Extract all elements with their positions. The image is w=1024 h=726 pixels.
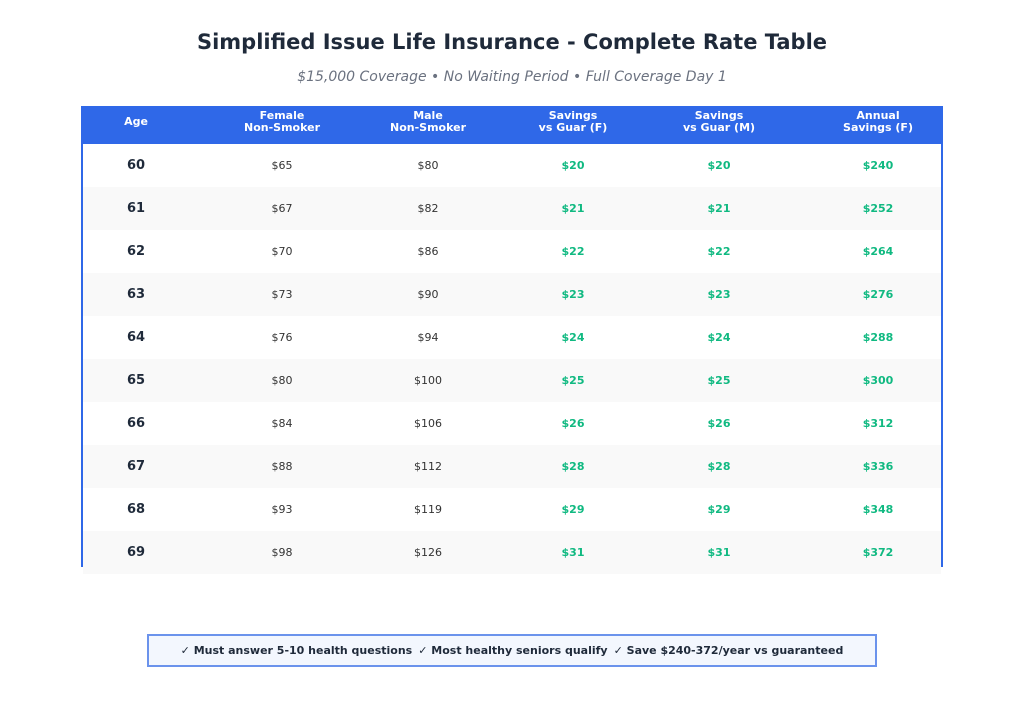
cell-age: 68 [126, 502, 146, 517]
cell-savings-m: $28 [707, 460, 731, 473]
cell-annual-savings-f: $276 [862, 288, 894, 301]
header-line: Non-Smoker [243, 121, 320, 134]
cell-female-non-smoker: $98 [271, 546, 293, 559]
cell-savings-m: $20 [707, 159, 731, 172]
cell-female-non-smoker: $65 [271, 159, 293, 172]
table-row: 67 $88 $112 $28 $28 $336 [83, 445, 941, 488]
header-line: vs Guar (M) [682, 121, 756, 134]
cell-age: 69 [126, 545, 146, 560]
cell-annual-savings-f: $264 [862, 245, 894, 258]
cell-male-non-smoker: $119 [414, 503, 442, 516]
column-header-annual-savings-f: Annual Savings (F) [803, 110, 953, 134]
cell-male-non-smoker: $80 [417, 159, 439, 172]
header-line: Male [413, 109, 443, 122]
page-subtitle: $15,000 Coverage • No Waiting Period • F… [297, 69, 727, 85]
cell-female-non-smoker: $67 [271, 202, 293, 215]
benefit-item: ✓ Must answer 5-10 health questions [180, 644, 413, 657]
benefits-footer: ✓ Must answer 5-10 health questions ✓ Mos… [147, 634, 877, 667]
cell-annual-savings-f: $288 [862, 331, 894, 344]
cell-annual-savings-f: $300 [862, 374, 894, 387]
table-row: 62 $70 $86 $22 $22 $264 [83, 230, 941, 273]
cell-female-non-smoker: $88 [271, 460, 293, 473]
cell-annual-savings-f: $312 [862, 417, 894, 430]
cell-age: 63 [126, 287, 146, 302]
header-line: Female [259, 109, 305, 122]
cell-male-non-smoker: $112 [414, 460, 442, 473]
column-header-savings-f: Savings vs Guar (F) [498, 110, 648, 134]
header-line: Annual [856, 109, 900, 122]
cell-male-non-smoker: $126 [414, 546, 442, 559]
page-title: Simplified Issue Life Insurance - Comple… [196, 30, 828, 54]
cell-age: 60 [126, 158, 146, 173]
cell-savings-f: $20 [561, 159, 585, 172]
cell-female-non-smoker: $84 [271, 417, 293, 430]
cell-male-non-smoker: $82 [417, 202, 439, 215]
cell-savings-f: $23 [561, 288, 585, 301]
header-line: Non-Smoker [389, 121, 466, 134]
cell-age: 65 [126, 373, 146, 388]
cell-annual-savings-f: $336 [862, 460, 894, 473]
rate-table: Age Female Non-Smoker Male Non-Smoker Savings… [81, 106, 943, 574]
table-row: 65 $80 $100 $25 $25 $300 [83, 359, 941, 402]
cell-savings-m: $22 [707, 245, 731, 258]
cell-age: 64 [126, 330, 146, 345]
cell-savings-f: $28 [561, 460, 585, 473]
cell-annual-savings-f: $348 [862, 503, 894, 516]
cell-savings-f: $22 [561, 245, 585, 258]
cell-savings-m: $23 [707, 288, 731, 301]
header-line: Savings [548, 109, 598, 122]
cell-age: 67 [126, 459, 146, 474]
cell-savings-m: $21 [707, 202, 731, 215]
cell-male-non-smoker: $94 [417, 331, 439, 344]
header-line: Age [124, 115, 148, 128]
header-line: Savings (F) [843, 121, 913, 134]
header-line: Savings [694, 109, 744, 122]
cell-savings-m: $26 [707, 417, 731, 430]
cell-savings-m: $31 [707, 546, 731, 559]
table-row: 61 $67 $82 $21 $21 $252 [83, 187, 941, 230]
cell-savings-f: $26 [561, 417, 585, 430]
cell-annual-savings-f: $252 [862, 202, 894, 215]
cell-savings-f: $25 [561, 374, 585, 387]
cell-female-non-smoker: $93 [271, 503, 293, 516]
cell-savings-f: $29 [561, 503, 585, 516]
cell-age: 66 [126, 416, 146, 431]
column-header-female-non-smoker: Female Non-Smoker [207, 110, 357, 134]
cell-female-non-smoker: $70 [271, 245, 293, 258]
cell-age: 61 [126, 201, 146, 216]
table-header: Age Female Non-Smoker Male Non-Smoker Savings… [81, 106, 943, 144]
header-line: vs Guar (F) [538, 121, 608, 134]
benefit-item: ✓ Save $240-372/year vs guaranteed [613, 644, 844, 657]
column-header-age: Age [61, 116, 211, 128]
cell-age: 62 [126, 244, 146, 259]
cell-female-non-smoker: $80 [271, 374, 293, 387]
table-row: 66 $84 $106 $26 $26 $312 [83, 402, 941, 445]
benefit-item: ✓ Most healthy seniors qualify [418, 644, 608, 657]
cell-annual-savings-f: $372 [862, 546, 894, 559]
column-header-savings-m: Savings vs Guar (M) [644, 110, 794, 134]
table-row: 68 $93 $119 $29 $29 $348 [83, 488, 941, 531]
cell-male-non-smoker: $106 [414, 417, 442, 430]
cell-savings-m: $25 [707, 374, 731, 387]
cell-male-non-smoker: $90 [417, 288, 439, 301]
table-row: 69 $98 $126 $31 $31 $372 [83, 531, 941, 574]
table-row: 60 $65 $80 $20 $20 $240 [83, 144, 941, 187]
cell-female-non-smoker: $76 [271, 331, 293, 344]
cell-savings-m: $29 [707, 503, 731, 516]
table-row: 64 $76 $94 $24 $24 $288 [83, 316, 941, 359]
cell-male-non-smoker: $86 [417, 245, 439, 258]
cell-savings-f: $24 [561, 331, 585, 344]
cell-annual-savings-f: $240 [862, 159, 894, 172]
cell-female-non-smoker: $73 [271, 288, 293, 301]
table-row: 63 $73 $90 $23 $23 $276 [83, 273, 941, 316]
cell-savings-m: $24 [707, 331, 731, 344]
column-header-male-non-smoker: Male Non-Smoker [353, 110, 503, 134]
cell-savings-f: $31 [561, 546, 585, 559]
cell-savings-f: $21 [561, 202, 585, 215]
cell-male-non-smoker: $100 [414, 374, 442, 387]
